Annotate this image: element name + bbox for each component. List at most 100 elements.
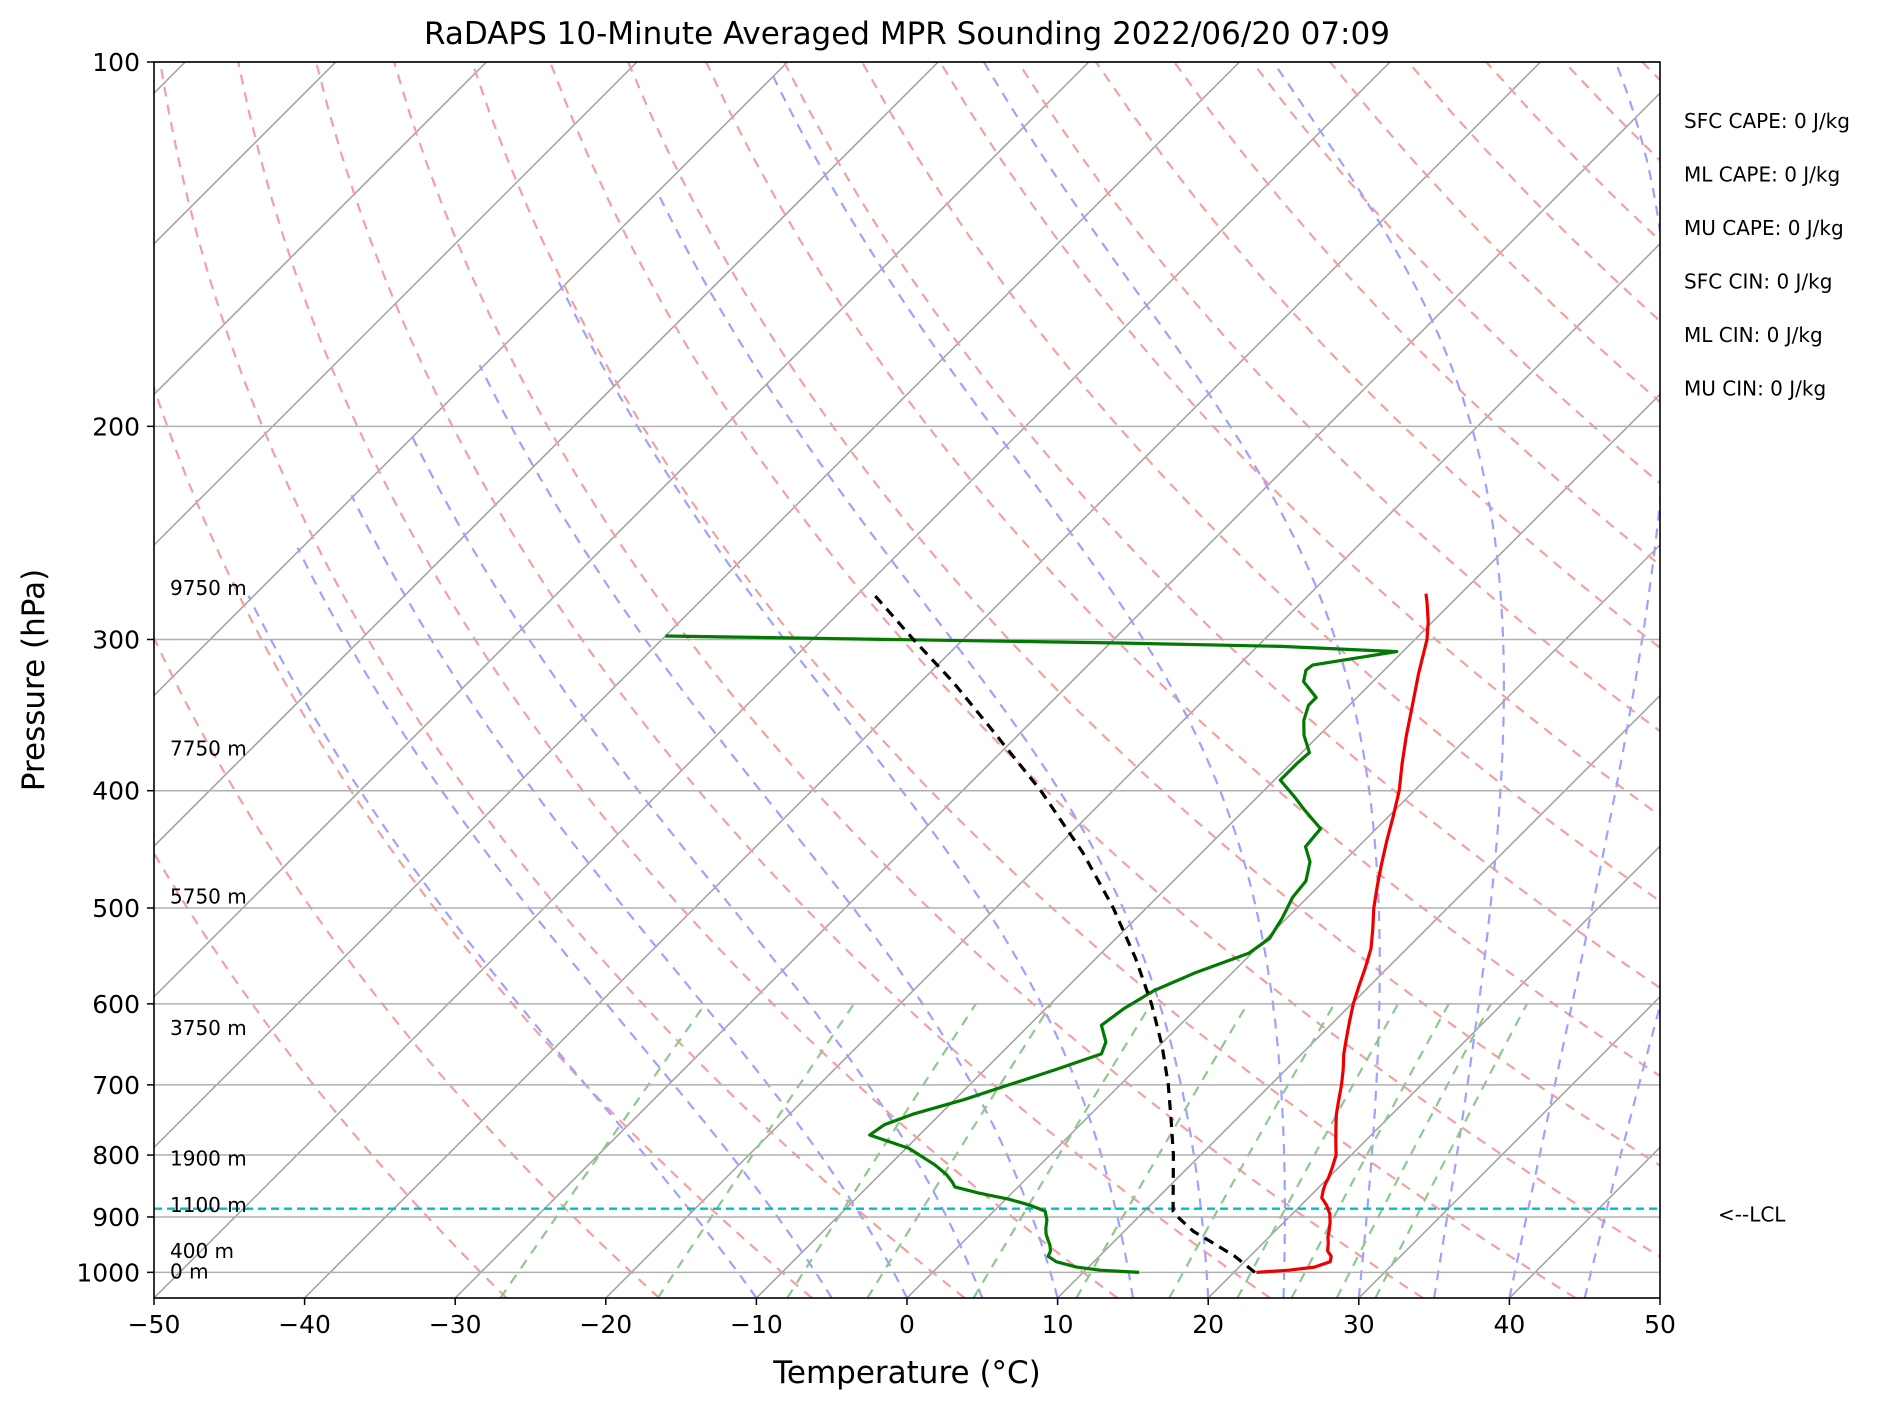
y-tick-label: 600 [92, 990, 140, 1019]
height-label: 1900 m [170, 1146, 247, 1170]
dry-adiabat-line [237, 62, 1119, 1298]
height-label: 400 m [170, 1239, 234, 1263]
x-axis-label: Temperature (°C) [772, 1355, 1041, 1391]
x-tick-label: 40 [1493, 1310, 1525, 1339]
dewpoint-line [665, 634, 1399, 1274]
stability-index-label: MU CIN: 0 J/kg [1684, 377, 1826, 401]
height-label: 3750 m [170, 1016, 247, 1040]
temperature-line [1256, 593, 1430, 1274]
x-tick-label: −20 [579, 1310, 632, 1339]
moist-adiabat-line [1583, 1001, 1660, 1298]
x-tick-label: 20 [1192, 1310, 1224, 1339]
dry-adiabat-line [471, 62, 1577, 1298]
y-tick-label: 500 [92, 894, 140, 923]
y-tick-label: 100 [92, 48, 140, 77]
isotherm-line [154, 62, 1090, 998]
moist-adiabat-line [557, 281, 1134, 1298]
mixing-ratio-line [1168, 1003, 1336, 1298]
isotherm-line [755, 393, 1660, 1298]
dry-adiabat-line [1720, 62, 1882, 1298]
mixing-ratio-line [656, 1003, 855, 1298]
stability-indices: SFC CAPE: 0 J/kg ML CAPE: 0 J/kg MU CAPE: … [1684, 109, 1850, 401]
dry-adiabat-line [1095, 62, 1660, 650]
dry-adiabat-line [393, 62, 1424, 1298]
isotherm-line [154, 62, 638, 547]
x-tick-label: −10 [730, 1310, 783, 1339]
isotherm-line [154, 62, 487, 396]
y-tick-label: 400 [92, 777, 140, 806]
dry-adiabat-line [1407, 62, 1660, 323]
y-tick-label: 700 [92, 1071, 140, 1100]
isotherm-line [1358, 995, 1660, 1298]
x-tick-label: −30 [429, 1310, 482, 1339]
moist-adiabat-line [411, 436, 984, 1298]
isotherm-line [1207, 845, 1660, 1298]
isotherm-line [154, 62, 789, 697]
mixing-ratio-line [972, 1003, 1152, 1298]
dry-adiabat-line [939, 62, 1660, 818]
dry-adiabat-line [1485, 62, 1660, 243]
isotherm-line [1659, 1296, 1660, 1298]
height-labels: 9750 m 7750 m 5750 m 3750 m 1900 m 1100 m 400 … [170, 576, 247, 1283]
sounding-profiles [154, 592, 1660, 1274]
moist-adiabat-line [296, 547, 833, 1298]
stability-index-label: SFC CIN: 0 J/kg [1684, 270, 1832, 294]
isotherm-line [1057, 694, 1660, 1298]
y-tick-label: 1000 [76, 1258, 140, 1287]
dry-adiabat-line [1563, 62, 1660, 162]
moist-adiabat-line [350, 494, 908, 1298]
mixing-ratio-line [1075, 1003, 1249, 1298]
dry-adiabat-line [861, 62, 1660, 903]
height-label: 9750 m [170, 576, 247, 600]
stability-index-label: SFC CAPE: 0 J/kg [1684, 109, 1850, 133]
height-label: 5750 m [170, 884, 247, 908]
x-tick-label: 30 [1343, 1310, 1375, 1339]
lcl-label: <--LCL [1718, 1203, 1786, 1227]
isotherm-line [304, 62, 1542, 1298]
dry-adiabat-line [1641, 62, 1660, 82]
y-axis: 100 200 300 400 500 600 700 800 900 1000 [76, 48, 154, 1287]
isotherm-line [454, 92, 1660, 1298]
mixing-ratio-line [786, 1003, 977, 1298]
isotherm-line [906, 543, 1660, 1298]
x-tick-label: −50 [128, 1310, 181, 1339]
y-axis-label: Pressure (hPa) [16, 569, 52, 791]
dry-adiabat-line [705, 62, 1660, 1078]
x-tick-label: 0 [899, 1310, 915, 1339]
moist-adiabat-line [247, 595, 758, 1298]
moist-adiabat-line [1272, 62, 1505, 1298]
y-tick-label: 800 [92, 1141, 140, 1170]
mixing-ratio-line [866, 1003, 1053, 1298]
dry-adiabat-line [154, 635, 661, 1298]
dry-adiabat-line [627, 62, 1660, 1167]
y-tick-label: 200 [92, 412, 140, 441]
chart-title: RaDAPS 10-Minute Averaged MPR Sounding 2… [424, 16, 1390, 52]
background-reference-lines [154, 62, 1882, 1298]
dry-adiabat-line [159, 62, 966, 1298]
dry-adiabat-line [1173, 62, 1660, 567]
isotherm-line [154, 62, 939, 848]
parcel-path-line [872, 592, 1256, 1274]
x-tick-label: −40 [278, 1310, 331, 1339]
isotherm-line [154, 62, 1240, 1149]
stability-index-label: ML CIN: 0 J/kg [1684, 323, 1823, 347]
plot-frame [153, 61, 1661, 1299]
dry-adiabat-line [315, 62, 1271, 1298]
isotherm-line [154, 62, 1391, 1298]
dry-adiabat-line [783, 62, 1660, 990]
stability-index-label: MU CAPE: 0 J/kg [1684, 216, 1844, 240]
height-label: 7750 m [170, 736, 247, 760]
moist-adiabat-line [656, 191, 1210, 1298]
dry-adiabat-line [549, 62, 1660, 1258]
dry-adiabat-line [1329, 62, 1660, 404]
x-axis: −50 −40 −30 −20 −10 0 10 20 30 40 50 [128, 1298, 1676, 1339]
mixing-ratio-line [1335, 1003, 1492, 1298]
height-label: 1100 m [170, 1193, 247, 1217]
stability-index-label: ML CAPE: 0 J/kg [1684, 163, 1840, 187]
moist-adiabat-line [478, 364, 1059, 1298]
isotherm-line [605, 242, 1660, 1298]
moist-adiabat-line [770, 71, 1286, 1298]
mixing-ratio-line [1290, 1003, 1450, 1298]
mixing-ratio-line [1374, 1003, 1528, 1298]
